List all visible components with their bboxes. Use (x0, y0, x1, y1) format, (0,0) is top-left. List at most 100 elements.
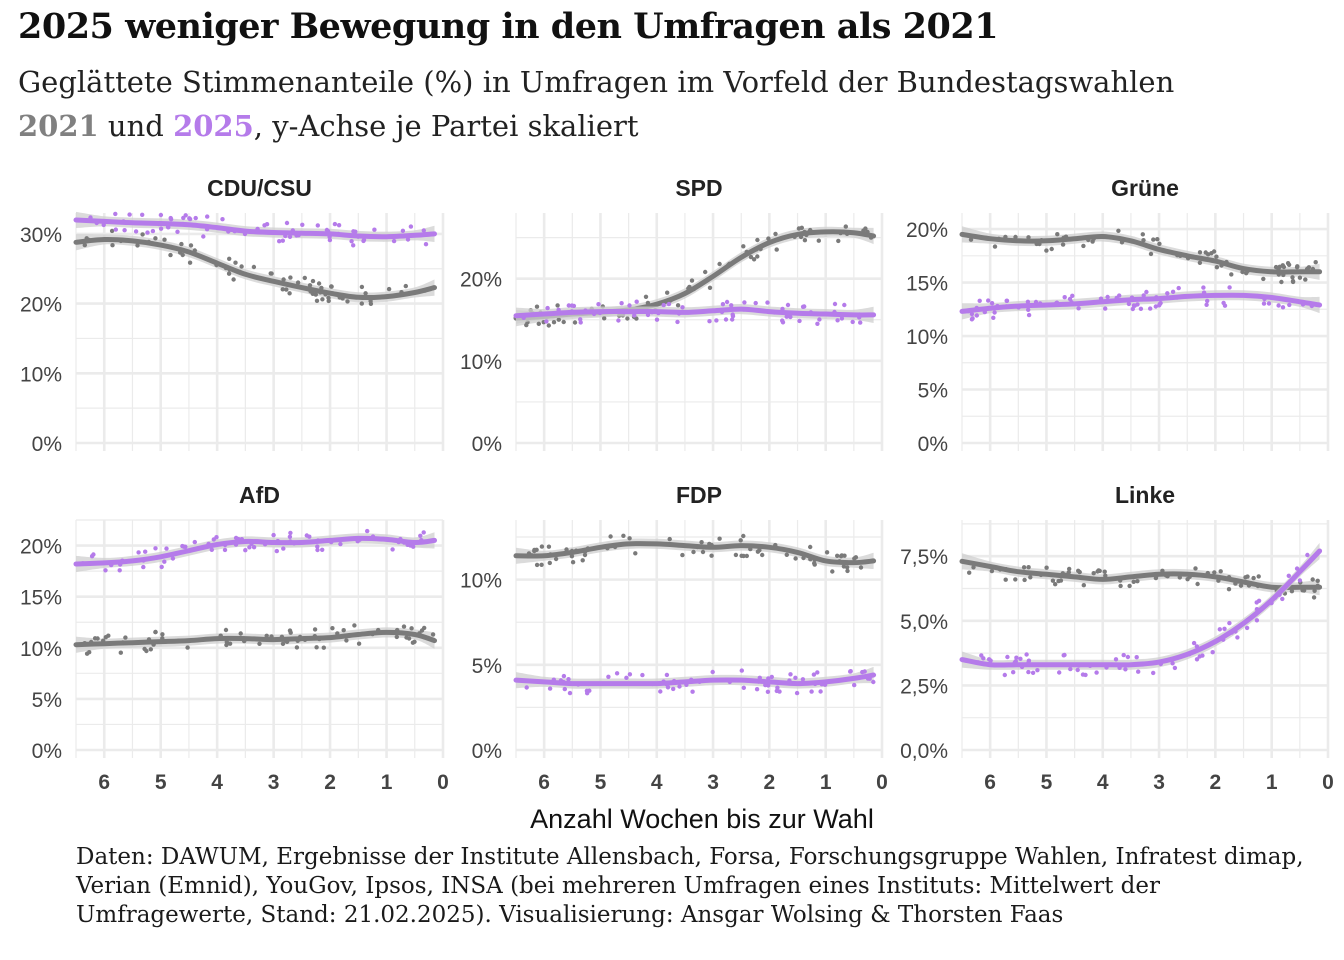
y-tick-label: 10% (460, 570, 502, 593)
poll-point-2021 (1066, 570, 1072, 575)
poll-point-2021 (359, 284, 365, 290)
poll-point-2025 (969, 317, 975, 322)
poll-point-2025 (336, 223, 342, 228)
poll-point-2025 (640, 672, 645, 678)
poll-point-2025 (714, 318, 719, 323)
poll-point-2021 (403, 283, 408, 289)
poll-point-2021 (816, 238, 821, 243)
poll-point-2021 (534, 547, 539, 552)
poll-point-2021 (971, 565, 976, 570)
poll-point-2021 (1077, 569, 1082, 575)
poll-point-2021 (633, 551, 638, 556)
poll-point-2021 (153, 236, 158, 241)
poll-point-2021 (345, 299, 350, 304)
poll-point-2025 (986, 657, 992, 662)
poll-point-2025 (164, 546, 169, 551)
poll-point-2021 (835, 553, 840, 558)
poll-point-2021 (1055, 232, 1060, 237)
poll-point-2021 (135, 243, 140, 248)
poll-point-2021 (1306, 265, 1312, 270)
poll-point-2025 (664, 672, 670, 678)
poll-point-2025 (140, 212, 145, 217)
poll-point-2025 (117, 568, 122, 573)
poll-point-2025 (1280, 305, 1286, 310)
poll-point-2025 (788, 672, 793, 677)
poll-point-2021 (1028, 575, 1033, 580)
poll-point-2025 (281, 546, 286, 551)
y-tick-label: 0% (472, 433, 502, 456)
poll-point-2021 (845, 568, 850, 574)
poll-point-2021 (1261, 276, 1266, 282)
poll-point-2025 (287, 234, 293, 239)
poll-point-2021 (1013, 577, 1018, 582)
poll-point-2021 (314, 298, 320, 303)
poll-point-2021 (409, 626, 414, 631)
poll-point-2025 (1153, 304, 1159, 309)
poll-point-2025 (730, 317, 735, 322)
x-tick-label: 2 (1210, 771, 1222, 794)
poll-point-2025 (408, 224, 414, 229)
poll-point-2021 (326, 295, 331, 301)
poll-point-2025 (192, 539, 197, 545)
poll-point-2025 (315, 547, 320, 553)
poll-point-2025 (315, 544, 320, 549)
poll-point-2021 (1049, 246, 1054, 252)
x-tick-label: 0 (1322, 771, 1334, 794)
poll-point-2025 (1083, 672, 1088, 678)
y-tick-label: 30% (20, 224, 62, 247)
poll-point-2021 (1286, 262, 1292, 267)
poll-point-2021 (852, 556, 857, 561)
poll-point-2025 (143, 549, 148, 554)
poll-point-2025 (835, 318, 840, 323)
poll-point-2025 (1172, 665, 1178, 671)
poll-point-2025 (724, 299, 730, 305)
poll-point-2021 (1297, 275, 1303, 280)
poll-point-2021 (802, 238, 808, 243)
poll-point-2021 (312, 627, 318, 632)
poll-point-2025 (1002, 672, 1007, 678)
poll-point-2025 (315, 223, 320, 228)
poll-point-2025 (730, 313, 736, 319)
poll-point-2025 (421, 530, 426, 535)
poll-point-2025 (858, 320, 863, 325)
poll-point-2021 (288, 275, 293, 280)
x-tick-label: 5 (1041, 771, 1053, 794)
poll-point-2021 (1214, 254, 1219, 259)
poll-point-2025 (271, 532, 276, 538)
y-tick-label: 20% (20, 536, 62, 559)
poll-point-2025 (794, 690, 800, 696)
x-tick-label: 2 (764, 771, 776, 794)
poll-point-2025 (616, 318, 621, 323)
poll-point-2025 (977, 298, 982, 303)
y-tick-label: 0% (472, 740, 502, 763)
poll-point-2021 (419, 628, 425, 633)
poll-point-2021 (123, 635, 128, 640)
poll-point-2025 (562, 686, 567, 692)
poll-point-2025 (566, 677, 571, 682)
poll-point-2021 (858, 565, 864, 570)
poll-point-2025 (181, 215, 186, 221)
subtitle-und: und (98, 109, 174, 143)
poll-point-2021 (836, 238, 841, 244)
poll-point-2025 (159, 564, 164, 570)
x-tick-label: 2 (324, 771, 336, 794)
poll-point-2021 (824, 550, 830, 555)
poll-point-2021 (561, 319, 566, 325)
poll-point-2025 (247, 545, 252, 550)
poll-point-2025 (1227, 285, 1232, 290)
poll-point-2021 (841, 564, 847, 569)
poll-point-2025 (1004, 298, 1009, 303)
x-tick-label: 4 (211, 771, 223, 794)
poll-point-2025 (566, 303, 571, 308)
poll-point-2025 (1294, 566, 1300, 571)
y-tick-label: 10% (20, 363, 62, 386)
poll-point-2025 (1217, 627, 1223, 632)
poll-point-2021 (1193, 566, 1198, 571)
poll-point-2021 (1281, 264, 1287, 270)
poll-point-2025 (187, 216, 193, 222)
poll-point-2025 (658, 689, 663, 694)
poll-point-2021 (1295, 264, 1300, 269)
poll-point-2025 (707, 319, 712, 324)
poll-point-2021 (329, 284, 334, 289)
